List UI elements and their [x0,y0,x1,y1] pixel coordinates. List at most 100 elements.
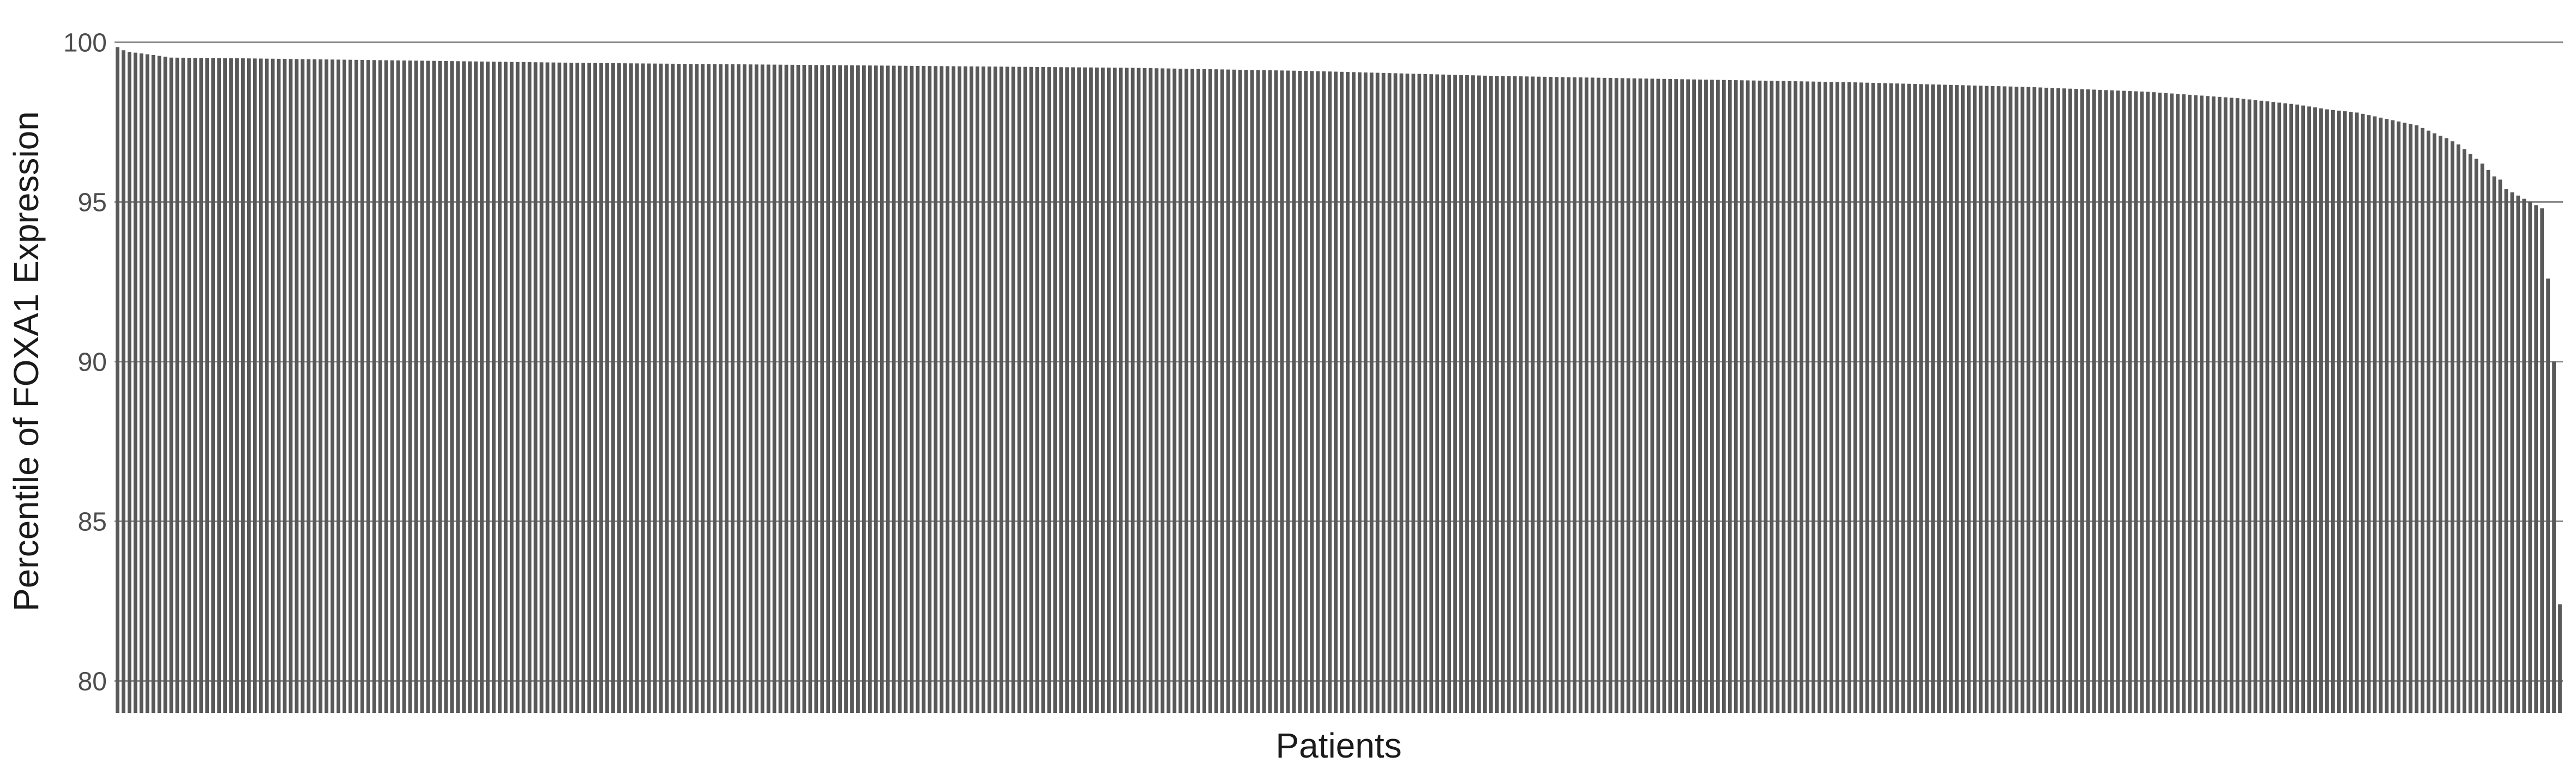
bar [1053,67,1057,713]
bar [928,66,932,713]
bar [2468,154,2472,713]
bar [1095,67,1099,713]
bar [1118,68,1123,713]
bar [456,61,460,713]
bar [1220,69,1224,713]
bar [1465,75,1469,713]
bar [2313,107,2317,713]
bar [408,60,412,713]
bar [205,58,209,713]
bar [288,59,293,713]
bar [450,61,454,713]
bar [1883,83,1887,713]
bar [462,61,466,713]
bar [2206,96,2210,713]
bar [599,63,603,713]
bar [1489,76,1493,713]
bar [133,52,137,713]
bar [1017,66,1021,713]
bar [438,60,442,713]
bar [1614,78,1618,713]
bar [1680,79,1684,713]
bar [563,62,568,713]
bar [1423,74,1428,713]
bar [2176,94,2180,713]
bar [719,64,723,713]
bar [1346,72,1350,713]
bar [2427,130,2430,713]
bar [1059,67,1063,713]
bar [187,58,191,713]
bar [2373,116,2377,713]
bar [1793,81,1798,713]
bar [1316,71,1320,713]
bar [1746,80,1750,713]
bar [384,60,388,713]
bar [1811,81,1816,713]
bar [1172,68,1177,713]
bar [474,61,478,713]
bar [1441,74,1446,713]
bar [211,58,215,713]
bar [2433,133,2436,713]
bar [1853,82,1857,713]
bar [2062,88,2066,713]
bar [258,58,263,713]
bar [1632,78,1636,713]
bar [2295,104,2300,713]
bar [1752,80,1756,713]
bar [2277,102,2282,713]
bar [2522,198,2526,713]
bar [2498,179,2502,713]
bar [193,58,197,713]
bar [2050,88,2055,713]
bar [665,63,669,713]
bar [766,64,771,713]
bar [2020,87,2025,713]
bar [2403,123,2407,713]
bar [1250,70,1254,713]
bar [1889,83,1893,713]
bar [2044,87,2049,713]
bar [1244,70,1248,713]
bar [1692,79,1696,713]
bar [713,64,717,713]
bar [300,59,305,713]
bar [707,64,711,713]
bar [1984,86,1989,713]
bar [569,63,574,713]
bar [1148,68,1153,713]
bar [689,64,693,713]
bar [2146,92,2150,713]
bar [1411,74,1416,713]
bar [2259,100,2264,713]
bar [1722,80,1726,713]
bar [677,64,681,713]
bar [139,53,143,713]
bar [1817,81,1821,713]
bar [1549,77,1553,713]
y-tick-label: 80 [78,667,107,696]
bar [175,57,179,713]
bar [336,59,341,713]
bar [838,65,842,713]
bar [2247,99,2252,713]
bar [1256,70,1260,713]
bar [396,60,400,713]
bar [1602,77,1606,713]
bar [2439,135,2442,713]
bar [1805,81,1810,713]
bar [2265,101,2270,713]
bar [1340,71,1344,713]
bar [958,66,961,713]
bar [1638,78,1642,713]
bar [1471,75,1475,713]
bar [229,58,233,713]
bar [742,64,747,713]
bar [611,63,615,713]
bar [444,61,448,713]
bar [1142,68,1147,713]
bar [1644,78,1648,713]
bar [318,59,323,713]
bar [2456,144,2460,713]
